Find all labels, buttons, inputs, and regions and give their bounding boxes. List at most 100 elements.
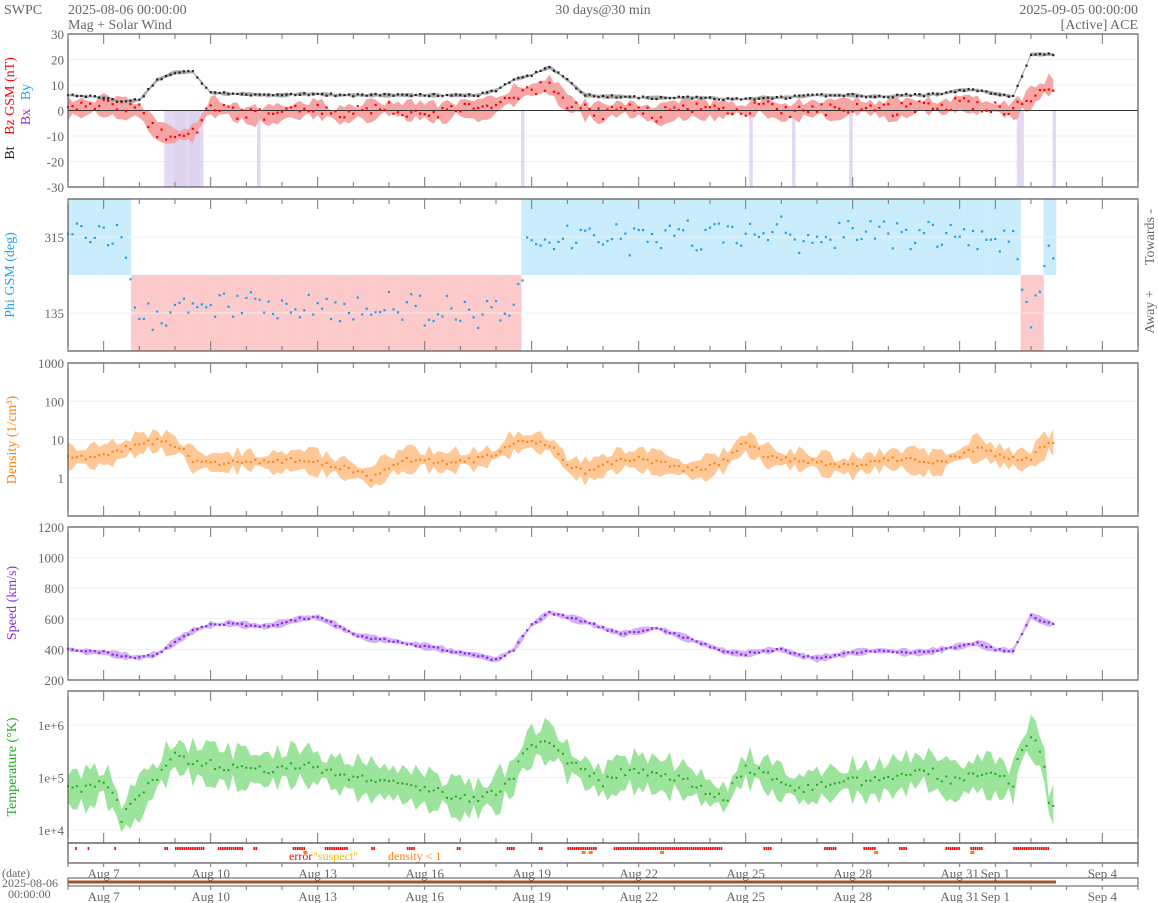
speed-point — [307, 617, 310, 620]
speed-point — [89, 649, 92, 652]
bz-point — [588, 107, 591, 111]
error-flag — [710, 847, 712, 850]
flag-legend-suspect: "suspect" — [313, 849, 358, 863]
bz-point — [784, 106, 787, 109]
speed-point — [686, 636, 689, 639]
error-flag — [718, 847, 721, 850]
bt-point — [606, 96, 609, 99]
phi-point — [757, 235, 761, 238]
bt-point — [459, 94, 462, 97]
bt-point — [593, 95, 596, 98]
error-flag — [593, 847, 595, 850]
bz-point — [575, 101, 578, 104]
bz-point — [517, 97, 520, 100]
bz-point — [1012, 107, 1015, 110]
speed-point — [75, 649, 78, 652]
y-tick-label: -30 — [47, 180, 64, 195]
bt-point — [1029, 53, 1033, 56]
bz-point — [178, 134, 181, 137]
speed-point — [526, 629, 529, 632]
bt-point — [1025, 64, 1028, 67]
bz-point — [976, 101, 979, 104]
density-point — [677, 465, 680, 468]
error-flag — [763, 847, 766, 850]
speed-point — [584, 620, 587, 623]
speed-point — [994, 649, 997, 652]
speed-point — [481, 654, 484, 657]
y-tick-label: 10 — [51, 433, 64, 448]
speed-point — [936, 649, 939, 652]
bz-point — [379, 108, 382, 111]
phi-point — [659, 247, 663, 250]
density-point — [503, 446, 506, 449]
density-point — [949, 455, 952, 458]
error-flag — [720, 847, 723, 850]
temperature-point — [178, 755, 181, 757]
bz-point — [570, 105, 573, 108]
temperature-point — [263, 770, 266, 773]
density-point — [1038, 446, 1041, 449]
phi-point — [182, 297, 185, 300]
bz-point — [405, 115, 408, 118]
bt-point — [820, 93, 823, 96]
bz-point — [1043, 88, 1046, 92]
bt-point — [441, 95, 444, 98]
temperature-point — [566, 762, 569, 765]
density-point — [874, 460, 876, 462]
density-point — [900, 459, 903, 462]
phi-point — [985, 238, 988, 241]
bz-point — [107, 99, 110, 103]
bt-point — [517, 76, 520, 79]
speed-point — [570, 617, 573, 620]
speed-axis-label: Speed (km/s) — [5, 566, 20, 641]
bt-point — [927, 92, 930, 95]
phi-point — [374, 311, 377, 314]
bt-point — [869, 95, 872, 98]
bt-point — [138, 98, 141, 101]
temperature-point — [499, 790, 502, 793]
temperature-point — [811, 788, 814, 791]
density-point — [967, 448, 970, 451]
density-point — [454, 461, 457, 464]
phi-point — [338, 320, 342, 323]
bz-point — [392, 112, 395, 115]
speed-point — [209, 623, 212, 626]
x-tick-label-bottom: Aug 22 — [619, 889, 658, 903]
phi-point — [847, 219, 850, 223]
speed-point — [664, 630, 667, 633]
bt-point — [222, 91, 226, 94]
phi-point — [749, 222, 752, 225]
bz-point — [361, 109, 364, 112]
phi-point — [896, 222, 899, 225]
phi-point — [650, 232, 654, 236]
end-time: 2025-09-05 00:00:00 — [1019, 3, 1138, 18]
temperature-point — [530, 743, 533, 746]
bz-point — [352, 112, 355, 115]
density-point — [940, 460, 943, 463]
bz-point — [263, 118, 266, 121]
bt-point — [374, 92, 377, 96]
bt-point — [628, 95, 631, 98]
temperature-point — [949, 782, 952, 785]
density-point — [196, 459, 199, 462]
phi-point — [521, 279, 524, 282]
phi-point — [445, 294, 449, 298]
bt-point — [289, 92, 292, 95]
bt-point — [829, 94, 832, 97]
density-point — [267, 461, 270, 464]
density-point — [330, 466, 332, 468]
bt-point — [298, 93, 301, 96]
error-flag — [510, 847, 513, 850]
speed-point — [436, 646, 440, 649]
temperature-point — [116, 798, 118, 801]
bz-point — [931, 107, 934, 110]
speed-point — [227, 621, 230, 624]
phi-point — [980, 230, 984, 233]
error-flag — [584, 847, 587, 850]
y-tick-label: 135 — [45, 306, 65, 321]
temperature-point — [374, 781, 377, 783]
bz-point — [829, 103, 832, 106]
phi-point — [998, 250, 1001, 253]
error-flag — [677, 847, 680, 850]
bt-point — [445, 93, 449, 97]
